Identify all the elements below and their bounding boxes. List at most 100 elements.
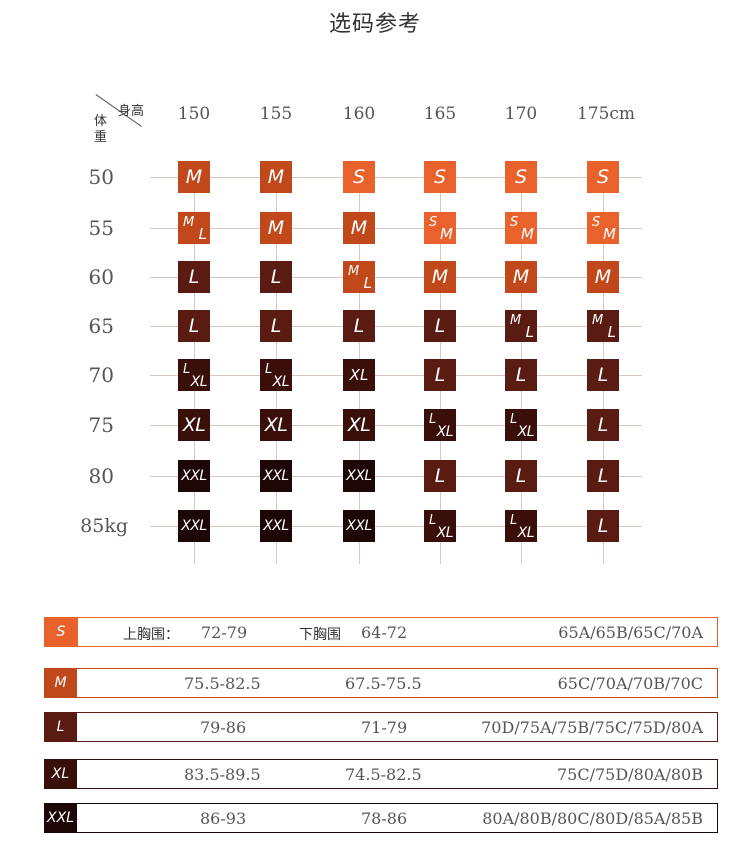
size-letter-primary: M (592, 313, 604, 328)
size-cell: L (424, 460, 456, 492)
size-letter-secondary: L (525, 323, 534, 341)
size-letter: L (188, 315, 200, 337)
size-cell: S (343, 161, 375, 193)
size-letter: XXL (263, 468, 289, 484)
upper-bust-value: 79-86 (200, 718, 247, 737)
size-letter-primary: L (510, 513, 518, 528)
size-cell: L (587, 460, 619, 492)
size-row-xl: XL 83.5-89.5 74.5-82.5 75C/75D/80A/80B (44, 759, 718, 789)
cup-sizes: 80A/80B/80C/80D/85A/85B (482, 809, 703, 828)
weight-row-label: 55 (88, 216, 114, 240)
size-letter-secondary: XL (517, 424, 535, 440)
grid-hline (150, 425, 642, 426)
size-letter: M (185, 166, 203, 188)
size-cell: M (343, 212, 375, 244)
size-cell: L (587, 359, 619, 391)
size-cell: XXL (178, 510, 210, 542)
under-bust-label: 下胸围 (299, 627, 341, 643)
size-row-s: S 上胸围： 下胸围 72-79 64-72 65A/65B/65C/70A (44, 617, 718, 647)
size-letter: L (597, 515, 609, 537)
size-letter: XL (347, 414, 371, 436)
size-row-l: L 79-86 71-79 70D/75A/75B/75C/75D/80A (44, 712, 718, 742)
size-letter: L (515, 465, 527, 487)
under-bust-value: 71-79 (361, 718, 408, 737)
page-title: 选码参考 (328, 12, 421, 37)
size-letter-primary: M (510, 313, 522, 328)
weight-row-label: 70 (88, 363, 114, 387)
height-axis-label: 身高 (118, 104, 145, 119)
size-cell: M (260, 161, 292, 193)
size-letter: M (594, 266, 612, 288)
size-chart-grid: 身高 体重 150 155 160 165 170 175cm 50 55 60 65 70 75 80… (80, 94, 642, 564)
size-letter-secondary: M (603, 225, 616, 243)
size-letter: L (188, 266, 200, 288)
size-letter: XXL (181, 468, 207, 484)
size-letter-primary: S (510, 215, 519, 230)
size-letter: XXL (263, 518, 289, 534)
size-row-m: M 75.5-82.5 67.5-75.5 65C/70A/70B/70C (44, 668, 718, 698)
size-tag: XXL (44, 803, 77, 833)
size-cell: L (260, 310, 292, 342)
size-letter-secondary: L (198, 225, 207, 243)
size-letter: S (596, 166, 610, 188)
size-letter-secondary: L (607, 323, 616, 341)
size-letter-secondary: M (440, 225, 453, 243)
weight-row-label: 50 (88, 165, 114, 189)
size-cell: XXL (178, 460, 210, 492)
height-column-label: 170 (504, 104, 538, 124)
weight-row-label: 85kg (80, 515, 128, 537)
height-column-label: 175cm (576, 104, 636, 124)
size-cell: L (424, 359, 456, 391)
size-cell: L (343, 310, 375, 342)
size-letter: M (431, 266, 449, 288)
weight-row-label: 60 (88, 265, 114, 289)
size-cell: S (424, 161, 456, 193)
size-letter: S (433, 166, 447, 188)
size-cell: L (587, 510, 619, 542)
size-cell: L XL (505, 409, 537, 441)
size-cell: L (587, 409, 619, 441)
size-letter: S (514, 166, 528, 188)
size-cell: S (505, 161, 537, 193)
height-column-label: 160 (342, 104, 376, 124)
cup-sizes: 70D/75A/75B/75C/75D/80A (481, 718, 703, 737)
size-cell: M (587, 261, 619, 293)
size-cell: L XL (505, 510, 537, 542)
size-letter-secondary: XL (517, 525, 535, 541)
size-letter: L (434, 465, 446, 487)
size-letter: M (267, 217, 285, 239)
upper-bust-label: 上胸围： (123, 627, 179, 643)
size-tag: L (44, 712, 77, 742)
weight-row-label: 75 (88, 413, 114, 437)
size-letter: S (352, 166, 366, 188)
under-bust-value: 64-72 (361, 623, 408, 642)
size-letter: XL (349, 366, 369, 384)
size-cell: XL (178, 409, 210, 441)
weight-axis-label: 体重 (94, 114, 108, 145)
size-letter: L (434, 315, 446, 337)
size-letter-primary: L (429, 513, 437, 528)
cup-sizes: 75C/75D/80A/80B (557, 765, 703, 784)
cup-sizes: 65A/65B/65C/70A (558, 623, 703, 642)
size-letter: XL (182, 414, 206, 436)
cup-sizes: 65C/70A/70B/70C (557, 674, 703, 693)
size-letter: XXL (346, 518, 372, 534)
size-letter-secondary: XL (436, 525, 454, 541)
size-cell: S (587, 161, 619, 193)
upper-bust-value: 86-93 (200, 809, 247, 828)
grid-hline (150, 326, 642, 327)
grid-hline (150, 177, 642, 178)
size-letter: L (270, 315, 282, 337)
size-letter: L (597, 364, 609, 386)
size-cell: L XL (260, 359, 292, 391)
size-cell: L (505, 460, 537, 492)
size-cell: L (178, 310, 210, 342)
size-cell: XL (260, 409, 292, 441)
size-cell: XXL (260, 460, 292, 492)
size-letter-primary: L (265, 362, 273, 377)
grid-hline (150, 476, 642, 477)
